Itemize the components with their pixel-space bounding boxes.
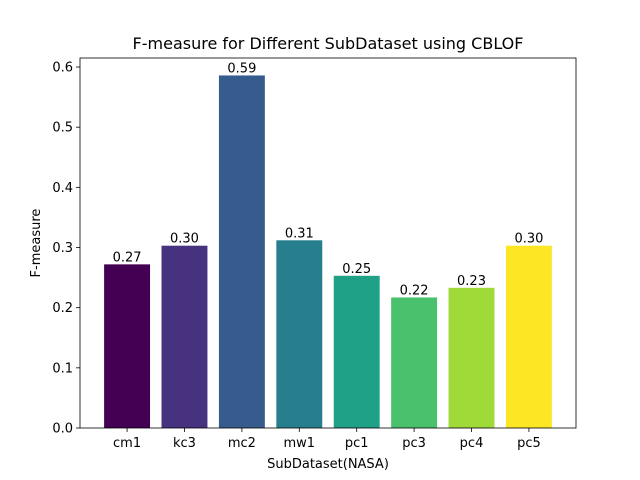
x-tick-label-kc3: kc3 — [173, 436, 196, 451]
x-tick-label-mw1: mw1 — [284, 436, 316, 451]
x-tick-label-pc4: pc4 — [460, 436, 484, 451]
y-tick-label: 0.6 — [52, 61, 73, 76]
bar-cm1 — [104, 264, 151, 428]
bar-pc5 — [505, 245, 552, 428]
y-tick-label: 0.0 — [52, 422, 73, 437]
x-tick-label-cm1: cm1 — [113, 436, 141, 451]
x-tick-label-pc3: pc3 — [402, 436, 426, 451]
data-label-cm1: 0.27 — [113, 250, 142, 265]
data-label-mc2: 0.59 — [227, 61, 256, 76]
x-tick-label-pc5: pc5 — [517, 436, 541, 451]
bar-pc3 — [391, 297, 438, 428]
plot-area: 0.27 cm1 0.30 kc3 0.59 mc2 0.31 mw1 0.25 pc1 0.22 p… — [52, 57, 577, 451]
bar-mw1 — [276, 240, 323, 428]
x-tick-label-mc2: mc2 — [228, 436, 256, 451]
x-tick-label-pc1: pc1 — [345, 436, 369, 451]
data-label-pc3: 0.22 — [400, 283, 429, 298]
y-tick-label: 0.4 — [52, 181, 73, 196]
bar-mc2 — [218, 75, 265, 429]
bar-kc3 — [161, 245, 208, 428]
bar-pc1 — [333, 275, 380, 428]
y-tick-label: 0.3 — [52, 241, 73, 256]
axes-frame — [79, 57, 577, 429]
y-tick-label: 0.1 — [52, 361, 73, 376]
y-axis-label: F-measure — [29, 209, 44, 278]
data-label-pc5: 0.30 — [514, 232, 543, 247]
data-label-mw1: 0.31 — [285, 226, 314, 241]
data-label-pc1: 0.25 — [342, 262, 371, 277]
data-label-kc3: 0.30 — [170, 232, 199, 247]
x-axis-label: SubDataset(NASA) — [267, 457, 389, 472]
y-tick-label: 0.5 — [52, 121, 73, 136]
chart-title: F-measure for Different SubDataset using… — [133, 34, 524, 53]
data-label-pc4: 0.23 — [457, 274, 486, 289]
bar-pc4 — [448, 287, 495, 428]
y-tick-label: 0.2 — [52, 301, 73, 316]
